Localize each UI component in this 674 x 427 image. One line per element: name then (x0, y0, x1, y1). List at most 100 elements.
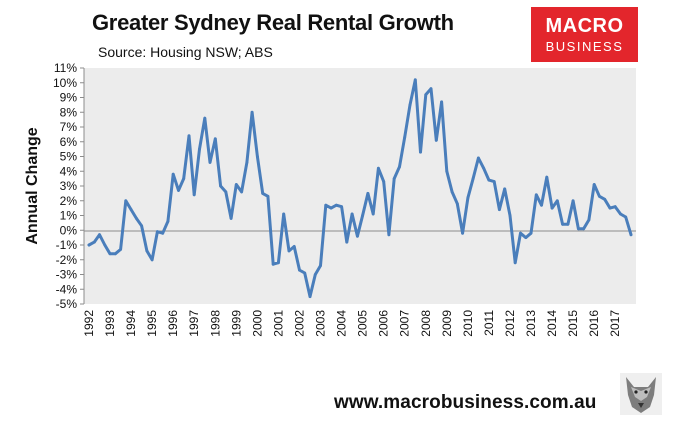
data-point (187, 134, 191, 138)
data-point (429, 87, 433, 91)
data-point (182, 177, 186, 181)
data-point (213, 137, 217, 141)
x-tick-label: 1993 (103, 310, 117, 337)
x-tick-label: 2005 (356, 310, 370, 337)
data-point (529, 231, 533, 235)
data-point (145, 249, 149, 253)
data-point (256, 155, 259, 158)
data-point (398, 165, 401, 169)
x-tick-label: 1996 (166, 310, 180, 337)
wolf-icon (620, 373, 662, 415)
data-point (466, 196, 470, 200)
data-point (271, 262, 275, 266)
data-point (240, 190, 244, 194)
data-point (356, 234, 359, 238)
data-point (524, 236, 528, 240)
data-point (519, 231, 522, 235)
data-point (150, 258, 154, 262)
data-point (392, 177, 396, 181)
y-tick-label: 5% (60, 150, 78, 164)
data-point (140, 224, 144, 228)
data-point (261, 192, 265, 195)
data-point (587, 218, 591, 222)
x-tick-label: 2016 (587, 310, 601, 337)
data-point (566, 222, 570, 226)
data-point (313, 273, 317, 276)
x-tick-label: 2012 (503, 310, 517, 337)
y-tick-label: 10% (53, 76, 77, 90)
data-point (219, 184, 223, 188)
data-point (292, 245, 296, 248)
data-point (203, 116, 207, 120)
data-point (424, 93, 428, 96)
x-tick-label: 1994 (124, 310, 138, 337)
logo-line-2: BUSINESS (545, 39, 624, 54)
y-tick-label: 2% (60, 194, 78, 208)
series-layer (87, 78, 633, 299)
data-point (613, 205, 617, 209)
data-point (92, 240, 96, 244)
macrobusiness-logo[interactable]: MACRO BUSINESS (531, 7, 638, 62)
x-tick-label: 2008 (419, 310, 433, 337)
data-point (624, 215, 628, 219)
data-point (224, 190, 228, 194)
y-tick-label: 7% (60, 120, 78, 134)
data-point (108, 252, 112, 256)
plot-area (84, 68, 636, 304)
x-tick-label: 1992 (82, 310, 96, 337)
x-tick-label: 2001 (271, 310, 285, 337)
data-point (198, 147, 201, 151)
x-tick-label: 2013 (524, 310, 538, 337)
data-point (629, 233, 633, 237)
data-point (161, 231, 165, 235)
y-tick-label: 4% (60, 164, 78, 178)
data-point (166, 220, 170, 223)
data-point (413, 78, 417, 82)
x-tick-label: 2007 (398, 310, 412, 337)
x-tick-label: 2006 (377, 310, 391, 337)
data-point (492, 180, 496, 184)
series-line (87, 78, 633, 299)
data-point (156, 230, 159, 234)
data-point (513, 261, 517, 265)
x-tick-label: 2011 (482, 310, 496, 336)
data-point (129, 208, 133, 212)
x-tick-label: 1998 (208, 310, 222, 337)
data-point (619, 212, 622, 216)
data-point (350, 212, 354, 216)
data-point (598, 194, 601, 198)
data-point (387, 233, 391, 237)
data-point (545, 175, 549, 179)
data-point (608, 206, 612, 210)
x-tick-label: 2003 (314, 310, 328, 337)
data-point (340, 205, 343, 209)
data-point (177, 189, 180, 192)
data-point (113, 252, 117, 256)
x-tick-label: 2009 (440, 310, 454, 337)
data-point (550, 206, 554, 210)
data-point (498, 208, 501, 212)
x-tick-label: 2000 (250, 310, 264, 337)
data-point (455, 202, 459, 206)
data-point (282, 212, 286, 216)
x-tick-label: 1997 (187, 310, 201, 337)
data-point (135, 217, 138, 220)
website-url[interactable]: www.macrobusiness.com.au (334, 392, 597, 413)
y-tick-label: 0% (60, 223, 78, 237)
x-tick-label: 2010 (461, 310, 475, 337)
x-tick-label: 2017 (608, 310, 622, 337)
data-point (603, 197, 607, 201)
y-tick-label: 9% (60, 91, 78, 105)
data-point (592, 183, 596, 186)
data-point (487, 178, 491, 182)
data-point (119, 248, 122, 251)
data-point (361, 214, 364, 217)
chart-subtitle: Source: Housing NSW; ABS (98, 44, 273, 60)
data-point (366, 192, 370, 195)
data-point (298, 268, 301, 272)
y-tick-label: 6% (60, 135, 78, 149)
data-point (245, 161, 249, 164)
data-point (403, 135, 407, 139)
data-point (561, 222, 564, 226)
